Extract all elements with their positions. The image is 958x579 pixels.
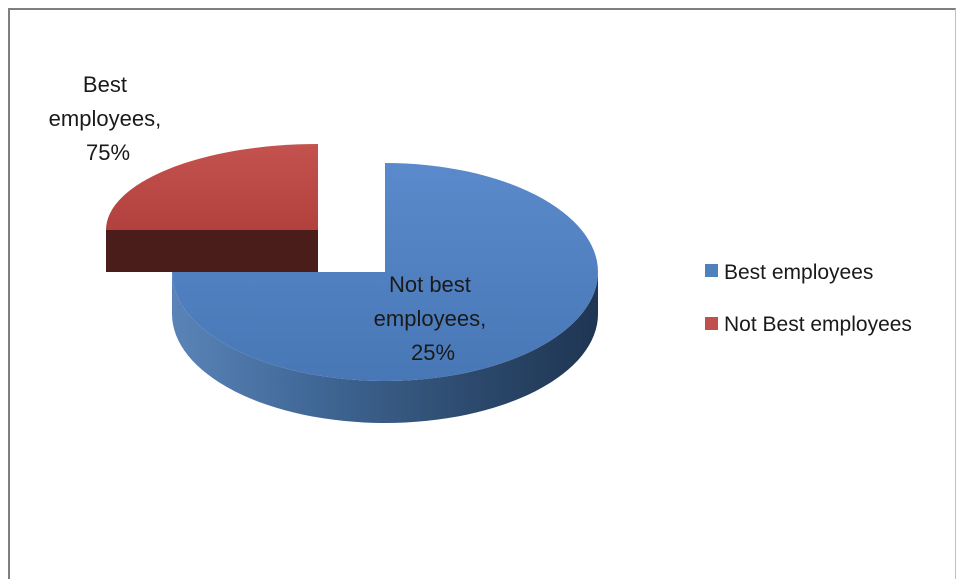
pie-slice-best-employees-side — [172, 272, 598, 423]
data-label-line: employees, — [374, 306, 487, 331]
legend-label: Best employees — [724, 261, 873, 284]
data-label-line: Best — [83, 72, 127, 97]
legend-swatch-red — [705, 317, 718, 330]
data-label-line: Not best — [389, 272, 471, 297]
pie-slice-not-best-employees — [106, 144, 318, 272]
data-label-line: 75% — [86, 140, 130, 165]
legend-label: Not Best employees — [724, 313, 912, 336]
legend-entry-not-best-employees: Not Best employees — [705, 313, 912, 336]
pie-slice-best-employees — [172, 163, 598, 423]
data-label-line: employees, — [49, 106, 162, 131]
data-label-best: Best employees, 75% — [49, 72, 168, 165]
legend-swatch-blue — [705, 264, 718, 277]
legend: Best employees Not Best employees — [705, 261, 912, 336]
data-label-line: 25% — [411, 340, 455, 365]
pie-slice-not-best-employees-top — [106, 144, 318, 230]
data-label-not-best: Not best employees, 25% — [374, 272, 493, 365]
pie-slice-not-best-employees-side — [106, 230, 318, 272]
legend-entry-best-employees: Best employees — [705, 261, 873, 284]
pie-slice-best-employees-top — [172, 163, 598, 381]
